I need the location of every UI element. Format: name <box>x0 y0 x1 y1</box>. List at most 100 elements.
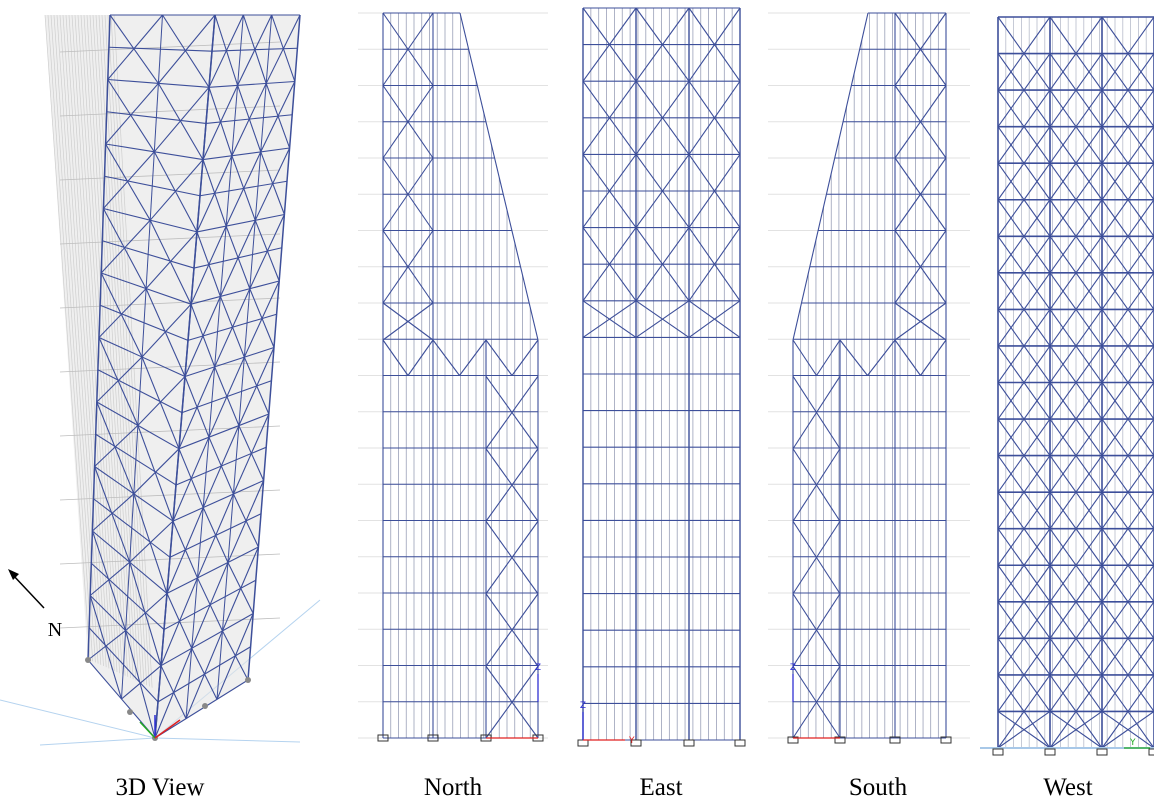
member <box>260 151 285 215</box>
member <box>145 231 198 289</box>
member <box>154 679 249 739</box>
member <box>1101 235 1154 310</box>
member <box>997 345 1051 420</box>
member <box>153 86 210 153</box>
member <box>582 7 637 82</box>
member <box>1049 382 1103 456</box>
column-back <box>74 14 118 673</box>
member <box>238 425 265 481</box>
member <box>208 436 234 495</box>
member <box>382 302 434 341</box>
member <box>407 339 434 376</box>
axis-label: Z <box>790 663 796 673</box>
member <box>1101 418 1154 493</box>
member <box>196 213 285 233</box>
member <box>997 162 1051 237</box>
member <box>997 126 1051 201</box>
member <box>196 577 223 632</box>
member <box>94 466 131 563</box>
member <box>459 12 539 341</box>
member <box>1049 564 1103 639</box>
column-back <box>62 14 107 668</box>
member <box>997 564 1051 639</box>
member <box>432 339 460 376</box>
member <box>1101 126 1154 201</box>
member <box>1101 309 1154 383</box>
member <box>688 154 741 228</box>
member <box>459 339 487 376</box>
member <box>485 339 513 376</box>
member <box>997 601 1051 676</box>
member <box>172 479 264 522</box>
floor-back <box>59 41 281 53</box>
member <box>997 528 1051 603</box>
member <box>867 339 896 376</box>
member <box>94 425 139 467</box>
member <box>997 455 1051 530</box>
member <box>221 630 249 681</box>
member <box>1049 674 1103 749</box>
member <box>129 520 174 563</box>
member <box>485 665 539 739</box>
member <box>184 376 210 438</box>
member <box>1049 455 1103 530</box>
member <box>184 346 275 378</box>
member <box>997 309 1051 383</box>
support <box>1044 748 1056 756</box>
caption: West <box>1043 774 1092 801</box>
axis-label: Y <box>628 736 635 746</box>
member <box>160 613 254 667</box>
member <box>1101 53 1154 127</box>
member <box>1101 455 1154 530</box>
member <box>1101 564 1154 639</box>
member <box>485 520 539 595</box>
member <box>162 14 210 88</box>
member <box>582 227 637 302</box>
member <box>635 300 690 338</box>
caption: North <box>424 774 483 801</box>
member <box>141 356 180 450</box>
member <box>202 507 229 563</box>
member <box>920 339 947 376</box>
member <box>219 296 245 358</box>
member <box>382 157 434 231</box>
column-back <box>53 14 99 664</box>
member <box>1101 711 1154 749</box>
axis-x <box>139 721 156 739</box>
compass-label: N <box>48 619 62 641</box>
member <box>1049 235 1103 310</box>
member <box>688 300 741 338</box>
member <box>1049 711 1103 749</box>
member <box>105 143 151 221</box>
ground-axis <box>154 737 301 743</box>
member <box>265 83 291 149</box>
member <box>243 356 270 415</box>
member <box>582 154 637 228</box>
member <box>105 83 159 145</box>
member <box>997 272 1051 347</box>
member <box>190 304 216 368</box>
member <box>1101 345 1154 420</box>
member <box>688 7 741 82</box>
support <box>202 703 208 709</box>
member <box>792 12 869 341</box>
support <box>834 736 846 744</box>
member <box>894 230 947 304</box>
member <box>92 493 135 532</box>
member <box>100 219 151 274</box>
member <box>1049 528 1103 603</box>
member <box>178 413 269 450</box>
member <box>511 339 539 376</box>
member <box>485 593 539 667</box>
member <box>1049 53 1103 127</box>
member <box>133 493 168 594</box>
member <box>121 665 162 700</box>
axis-label: Z <box>580 701 586 711</box>
ground-axis <box>0 699 156 739</box>
caption: 3D View <box>115 774 204 801</box>
member <box>225 225 251 289</box>
member <box>96 401 135 495</box>
member <box>242 14 267 84</box>
member <box>89 595 123 700</box>
axis-label: Y <box>1129 738 1136 748</box>
